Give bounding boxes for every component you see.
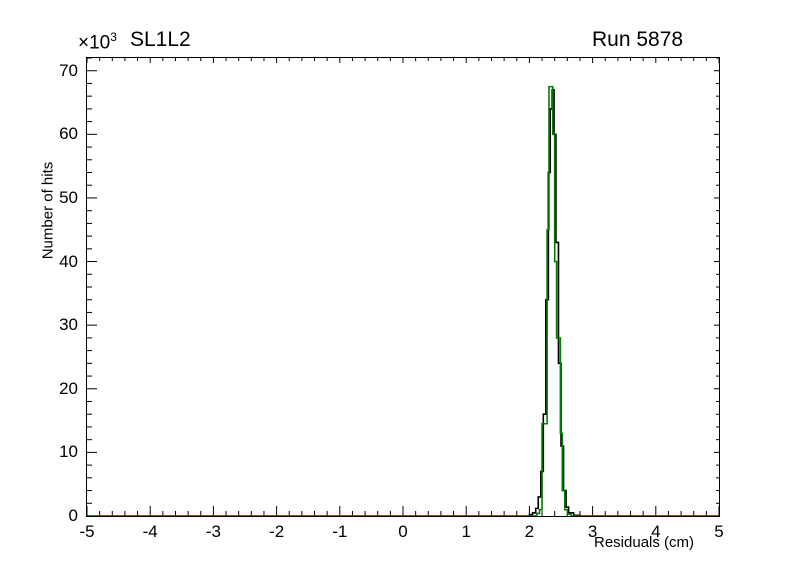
x-tick-label: -4: [142, 522, 158, 541]
y-tick-label: 70: [59, 60, 78, 80]
x-tick-label: 2: [524, 522, 535, 541]
y-axis-scale-mantissa: ×10: [78, 32, 111, 54]
x-tick-label: 0: [398, 522, 408, 541]
x-tick-label: -2: [269, 522, 285, 541]
series-hits: [87, 89, 719, 516]
x-tick-label: -5: [79, 522, 95, 541]
histogram-title: SL1L2: [130, 28, 191, 51]
plot-frame: [86, 57, 720, 517]
y-axis-scale-label: ×103: [78, 30, 117, 54]
plot-area: [87, 58, 719, 516]
x-tick-label: -1: [332, 522, 348, 541]
x-axis-title: Residuals (cm): [594, 534, 695, 551]
x-tick-label: 5: [714, 522, 724, 541]
run-label: Run 5878: [592, 28, 684, 51]
y-tick-label: 10: [59, 442, 78, 462]
x-tick-label: -3: [205, 522, 221, 541]
y-tick-label: 0: [68, 506, 78, 525]
axis-ticks: [87, 58, 719, 516]
y-axis-scale-exponent: 3: [110, 30, 117, 44]
x-tick-label: 1: [461, 522, 471, 541]
y-tick-label: 20: [59, 378, 78, 398]
y-axis-title: Number of hits: [39, 161, 57, 260]
data-curves: [87, 85, 719, 516]
series-fit: [87, 85, 719, 516]
